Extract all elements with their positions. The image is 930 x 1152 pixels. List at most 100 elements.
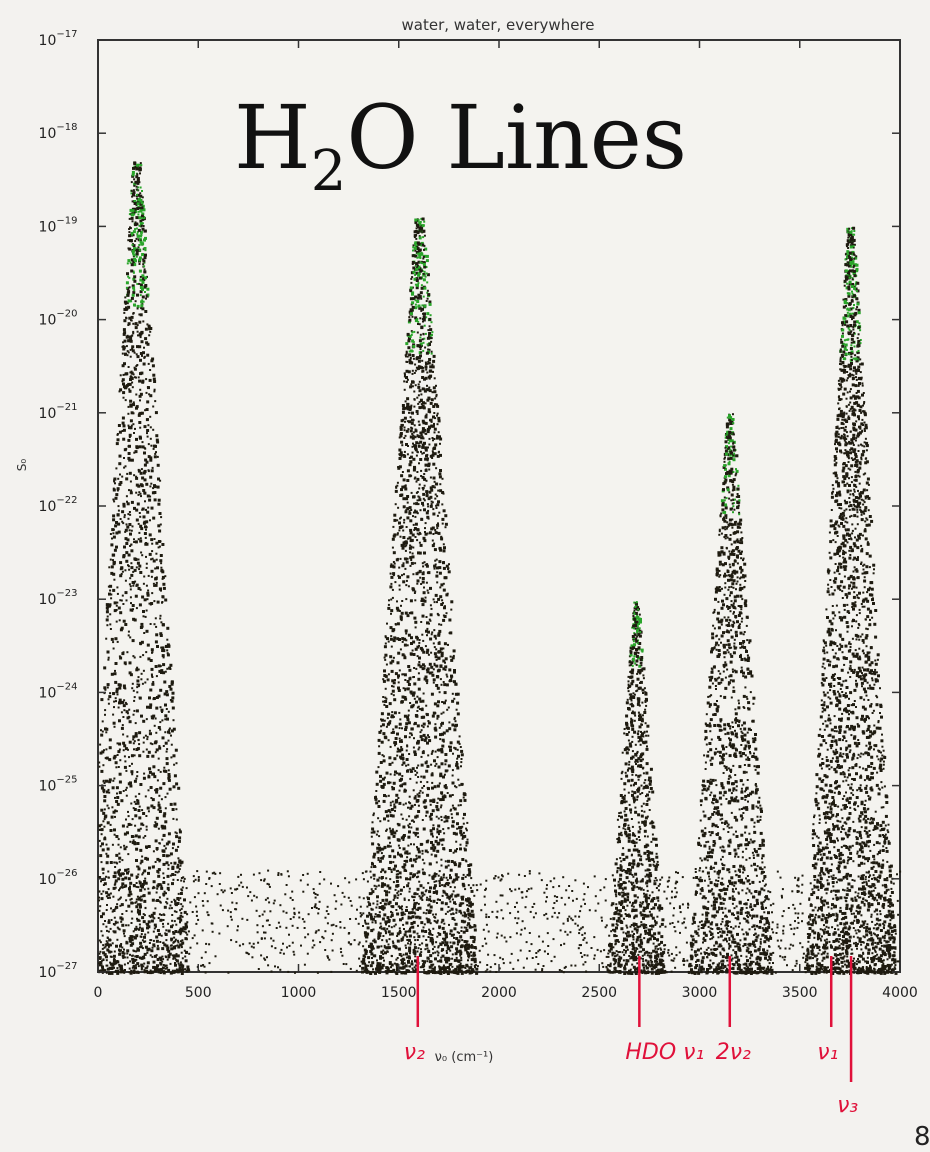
scatter-point bbox=[101, 867, 105, 871]
scatter-point bbox=[453, 918, 456, 921]
scatter-point bbox=[396, 967, 399, 971]
scatter-point bbox=[645, 747, 649, 751]
scatter-point bbox=[447, 884, 450, 887]
scatter-point bbox=[446, 896, 449, 899]
scatter-point bbox=[381, 754, 384, 757]
scatter-point bbox=[428, 386, 431, 389]
scatter-point bbox=[132, 608, 134, 611]
scatter-point bbox=[153, 954, 157, 958]
scatter-point bbox=[421, 929, 424, 933]
scatter-point bbox=[408, 929, 412, 933]
scatter-point bbox=[445, 612, 448, 615]
scatter-point bbox=[405, 497, 409, 501]
scatter-point bbox=[438, 560, 442, 564]
scatter-point bbox=[400, 813, 403, 816]
scatter-point bbox=[383, 656, 386, 659]
scatter-point bbox=[141, 212, 145, 216]
scatter-point bbox=[133, 618, 137, 622]
scatter-point bbox=[391, 905, 395, 909]
scatter-point bbox=[129, 239, 133, 242]
scatter-point bbox=[448, 668, 452, 672]
scatter-point bbox=[372, 830, 376, 834]
scatter-point bbox=[139, 162, 142, 165]
scatter-point bbox=[655, 863, 658, 866]
scatter-point bbox=[424, 527, 426, 530]
scatter-point bbox=[151, 970, 155, 974]
scatter-point bbox=[148, 378, 152, 382]
scatter-point bbox=[449, 655, 452, 658]
scatter-point bbox=[439, 647, 443, 651]
scatter-point bbox=[155, 788, 159, 791]
scatter-point bbox=[426, 273, 430, 277]
scatter-point bbox=[154, 452, 157, 455]
scatter-point bbox=[414, 522, 418, 526]
scatter-point bbox=[429, 401, 433, 405]
scatter-point bbox=[472, 953, 476, 957]
scatter-point bbox=[433, 702, 437, 706]
scatter-point bbox=[168, 732, 171, 735]
scatter-point bbox=[455, 959, 458, 962]
scatter-point bbox=[401, 653, 405, 657]
scatter-point bbox=[159, 706, 162, 709]
scatter-point bbox=[383, 719, 386, 722]
scatter-point bbox=[411, 770, 414, 773]
scatter-point bbox=[399, 755, 403, 759]
scatter-point bbox=[434, 735, 438, 739]
scatter-point bbox=[124, 537, 128, 541]
scatter-point bbox=[389, 655, 393, 659]
scatter-point bbox=[159, 918, 163, 922]
scatter-point bbox=[422, 257, 425, 260]
scatter-point bbox=[408, 946, 412, 950]
scatter-point bbox=[370, 947, 373, 950]
scatter-point bbox=[390, 575, 394, 579]
scatter-point bbox=[426, 563, 429, 566]
scatter-point bbox=[406, 715, 409, 719]
scatter-point bbox=[365, 970, 369, 974]
scatter-point bbox=[406, 884, 410, 888]
scatter-point bbox=[137, 897, 141, 901]
scatter-point bbox=[167, 867, 170, 870]
scatter-point bbox=[416, 799, 420, 802]
scatter-point bbox=[390, 635, 393, 638]
scatter-point bbox=[420, 621, 423, 623]
scatter-point bbox=[130, 377, 134, 380]
scatter-point bbox=[392, 944, 396, 948]
scatter-point bbox=[151, 557, 154, 560]
scatter-point bbox=[447, 567, 450, 570]
scatter-point bbox=[111, 786, 115, 790]
scatter-point bbox=[432, 370, 434, 373]
scatter-point bbox=[179, 909, 182, 912]
scatter-point bbox=[102, 791, 105, 794]
scatter-point bbox=[400, 971, 404, 975]
scatter-point bbox=[135, 777, 138, 780]
scatter-point bbox=[464, 947, 467, 950]
scatter-point bbox=[155, 816, 159, 820]
scatter-point bbox=[113, 950, 116, 953]
scatter-point bbox=[448, 895, 451, 899]
scatter-point bbox=[398, 448, 402, 452]
scatter-point bbox=[121, 652, 125, 656]
scatter-point bbox=[430, 340, 433, 343]
scatter-point bbox=[371, 943, 373, 946]
scatter-point bbox=[139, 358, 142, 362]
scatter-point bbox=[625, 855, 629, 859]
scatter-point bbox=[127, 438, 131, 442]
scatter-point bbox=[389, 626, 393, 630]
scatter-point bbox=[395, 963, 399, 967]
scatter-point bbox=[123, 687, 126, 689]
scatter-point bbox=[435, 395, 438, 398]
scatter-point bbox=[144, 310, 148, 313]
scatter-point bbox=[140, 304, 144, 308]
scatter-point bbox=[101, 848, 105, 852]
scatter-point bbox=[113, 861, 116, 864]
scatter-point bbox=[416, 710, 419, 712]
scatter-point bbox=[420, 297, 423, 300]
scatter-point bbox=[385, 725, 388, 728]
scatter-point bbox=[145, 629, 149, 633]
scatter-point bbox=[406, 420, 409, 423]
scatter-point bbox=[133, 178, 136, 181]
scatter-point bbox=[162, 919, 165, 921]
scatter-point bbox=[141, 354, 143, 357]
scatter-point bbox=[129, 781, 132, 785]
scatter-point bbox=[170, 925, 173, 929]
